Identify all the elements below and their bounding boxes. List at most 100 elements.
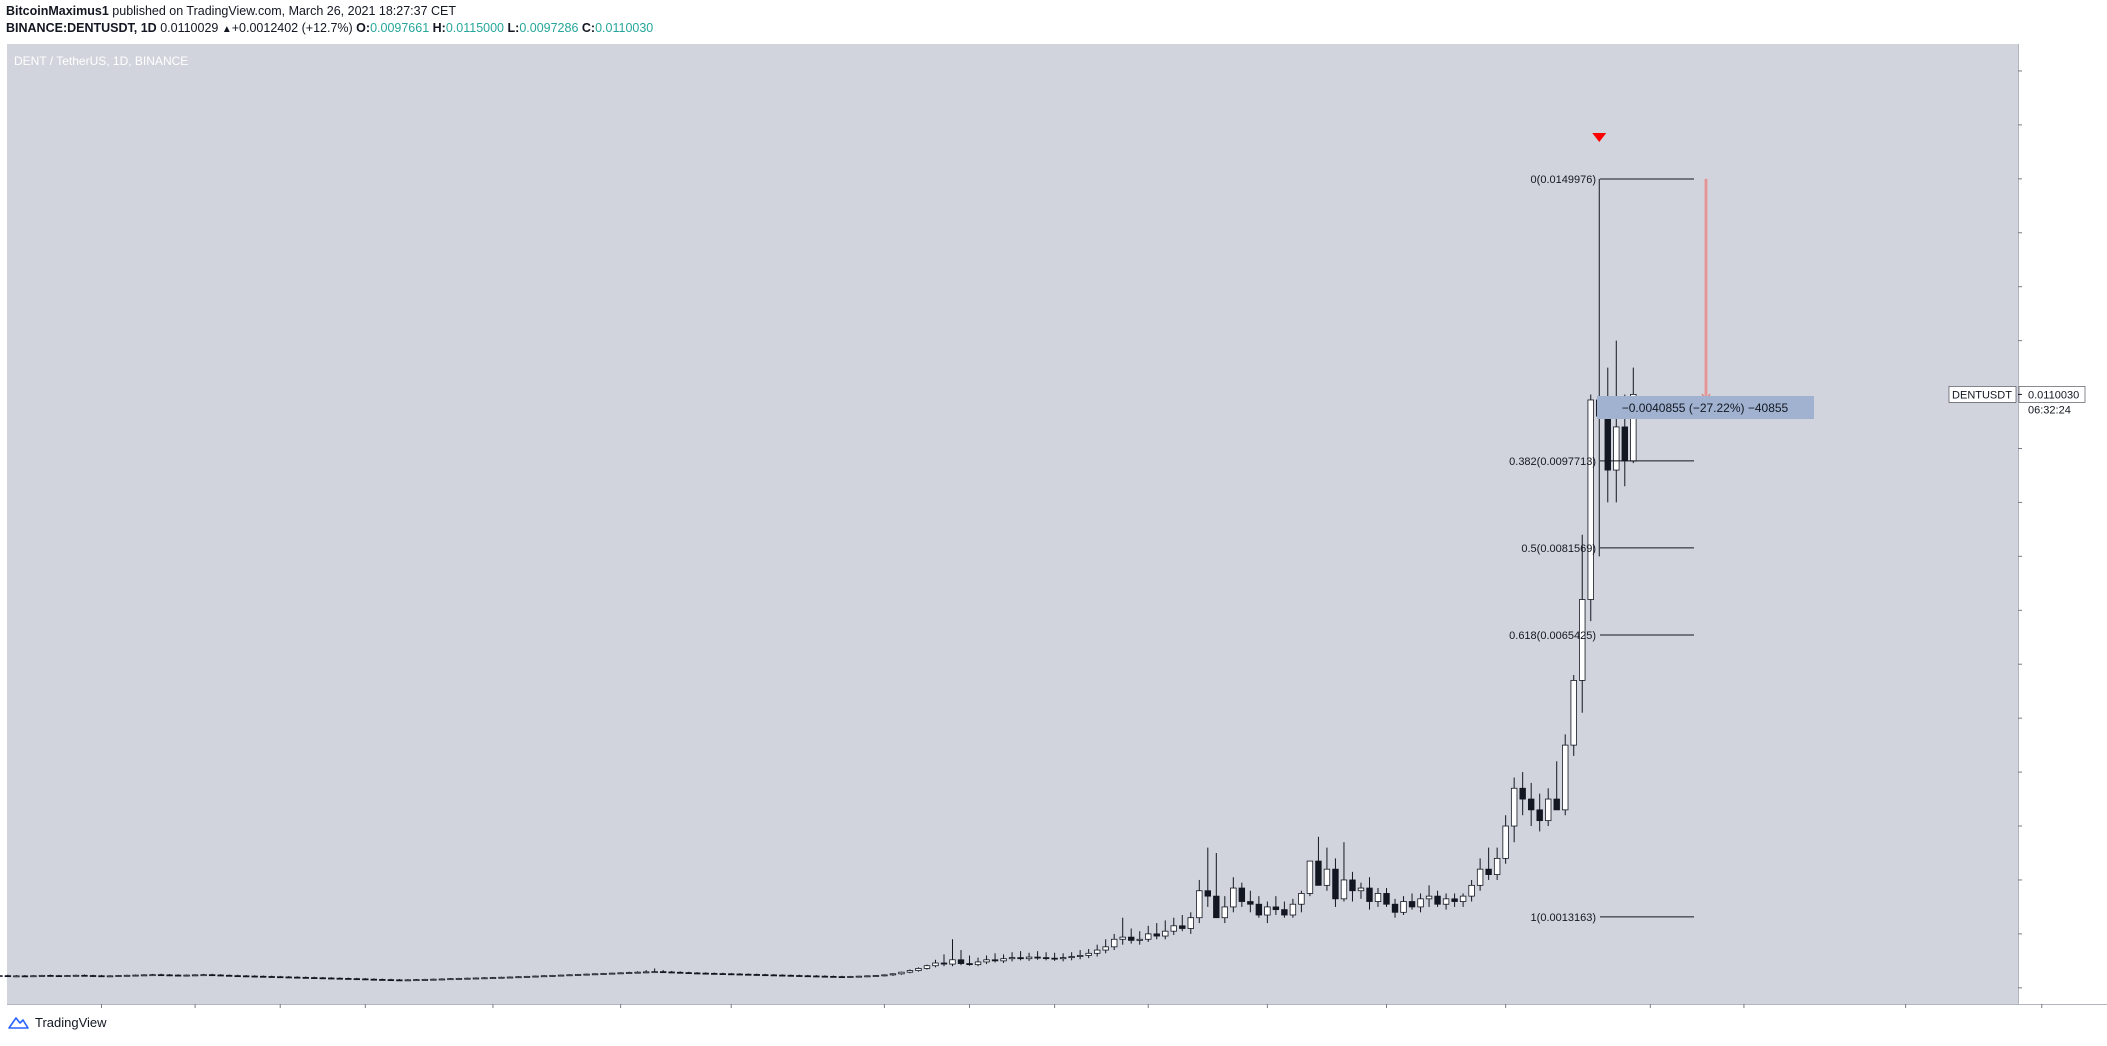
candle (651, 968, 658, 974)
candle (191, 974, 199, 977)
symbol-tag: DENTUSDT (1952, 389, 2012, 401)
candle (1213, 852, 1220, 919)
axis-currency-label: USDT (2057, 53, 2087, 65)
x-tick-label: Dec (611, 1015, 631, 1027)
candle-body (1391, 903, 1399, 913)
y-tick-label: 0.0130000 (2028, 282, 2080, 294)
candle (234, 974, 241, 978)
candle (659, 970, 667, 974)
candle (1545, 788, 1552, 827)
candle (208, 973, 216, 977)
candle (1008, 952, 1016, 962)
candle (481, 977, 488, 980)
candle (0, 975, 3, 978)
candle (106, 975, 114, 978)
candle (1093, 944, 1101, 957)
candle (1170, 917, 1177, 935)
low-label: L: (507, 21, 520, 35)
plot-background[interactable] (7, 44, 2018, 1004)
x-tick-label: 15 (1500, 1015, 1512, 1027)
candle-body (1545, 798, 1552, 822)
change-value: +0.0012402 (+12.7%) (231, 21, 353, 35)
candle (625, 971, 633, 974)
price-range-measure[interactable]: −0.0040855 (−27.22%) −40855 (1597, 178, 1814, 419)
candle-body (694, 972, 701, 975)
candle (983, 955, 990, 965)
candle (455, 977, 463, 980)
candle (1340, 842, 1348, 902)
candle (736, 973, 743, 976)
candle (1059, 953, 1067, 962)
candle-body (608, 972, 616, 975)
footer-brand: TradingView (35, 1014, 107, 1030)
candle-body (1102, 946, 1109, 951)
candle-body (736, 973, 743, 976)
candle-body (183, 974, 190, 977)
candle (838, 975, 846, 979)
price-axis-panel[interactable] (2019, 44, 2107, 1004)
candle (140, 974, 148, 977)
candle-body (957, 959, 965, 964)
candle (200, 973, 207, 977)
tradingview-cloud-icon (8, 1017, 29, 1029)
candle-body (1340, 879, 1348, 900)
time-axis[interactable]: Oct 12 22 Nov 16 Dec 14 2021 11 21 Feb 15 Mar 15 Apr 12… (93, 1004, 2048, 1027)
candle (728, 972, 735, 976)
candle-body (787, 974, 795, 977)
y-tick-label: 0.0020000 (2028, 875, 2080, 887)
candle (1502, 815, 1509, 864)
candle-body (13, 975, 20, 978)
candle (1493, 847, 1501, 880)
candle (1459, 893, 1467, 907)
candle (745, 973, 752, 976)
candle (319, 976, 326, 980)
down-triangle-icon (1592, 133, 1607, 142)
candle-body (1238, 887, 1246, 902)
candle (796, 974, 803, 977)
candle-body (1204, 890, 1211, 897)
candle-body (1230, 887, 1237, 908)
fib-level-label: 0.618(0.0065425) (1509, 630, 1596, 642)
candle-body (4, 975, 12, 978)
candle-body (21, 975, 29, 978)
candle-body (157, 974, 165, 977)
candle-body (1264, 906, 1271, 916)
candle-body (1553, 798, 1560, 811)
candle (591, 973, 599, 976)
candle-body (47, 975, 54, 977)
candle (608, 972, 616, 975)
candle-body (574, 974, 582, 976)
candle-body (557, 974, 565, 977)
candle (174, 974, 182, 977)
candle (1553, 761, 1560, 811)
candle (1323, 847, 1331, 891)
candle-body (1025, 956, 1033, 960)
candle (251, 975, 258, 978)
candle (1408, 893, 1416, 910)
candle-body (540, 975, 548, 978)
close-label: C: (581, 21, 596, 35)
candle-body (268, 976, 275, 978)
candle-body (676, 971, 684, 974)
author-name[interactable]: BitcoinMaximus1 (6, 4, 109, 18)
measure-label-box (1597, 396, 1814, 419)
candle (302, 976, 309, 979)
candle (404, 979, 412, 982)
candle-body (149, 974, 156, 977)
candle (259, 975, 267, 978)
candle-body (1281, 909, 1288, 916)
candle (115, 974, 122, 977)
fib-level-label: 0(0.0149976) (1531, 174, 1596, 186)
candle-body (762, 974, 769, 977)
tradingview-logo[interactable]: TradingView (6, 1014, 107, 1030)
candle (583, 973, 590, 976)
candle (1485, 847, 1492, 880)
candle (1000, 954, 1007, 964)
fib-retracement[interactable]: 0(0.0149976) 0.382(0.0097713) 0.5(0.008156… (1509, 174, 1694, 924)
candle-body (285, 976, 292, 979)
candle-body (447, 978, 454, 981)
candle (906, 969, 914, 974)
candle (1255, 896, 1263, 918)
